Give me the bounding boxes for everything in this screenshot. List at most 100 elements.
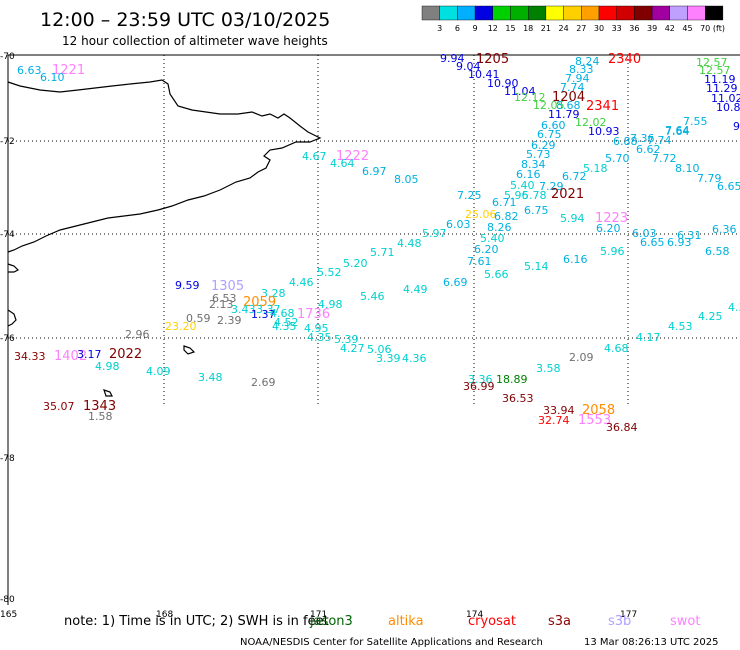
colorbar-label: 39	[647, 24, 657, 33]
wave-height-value: 8.68	[556, 99, 581, 112]
wave-height-value: 6.16	[516, 168, 541, 181]
pass-time-label: 1222	[336, 149, 369, 164]
wave-height-value: 9.59	[175, 279, 200, 292]
colorbar-label: 15	[505, 24, 515, 33]
wave-height-value: 11.02	[711, 92, 740, 105]
lat-label: -70	[0, 52, 15, 62]
pass-time-label: 2021	[551, 187, 584, 202]
wave-height-value: 3.39	[376, 352, 401, 365]
wave-height-value: 6.63	[17, 64, 42, 77]
colorbar-swatch	[687, 5, 706, 21]
lon-label: 165	[0, 610, 17, 620]
wave-height-value: 12.57	[699, 64, 731, 77]
wave-height-value: 5.20	[343, 257, 368, 270]
colorbar-swatch	[439, 5, 458, 21]
colorbar-swatch	[474, 5, 494, 21]
legend-s3a: s3a	[548, 614, 571, 629]
wave-height-value: 25.06	[465, 208, 497, 221]
colorbar-swatch	[669, 5, 688, 21]
wave-height-value: 4.64	[330, 157, 355, 170]
wave-height-value: 4.48	[397, 237, 422, 250]
lat-label: -72	[0, 137, 15, 147]
wave-height-value: 4.46	[289, 276, 314, 289]
wave-height-value: 5.46	[360, 290, 385, 303]
wave-height-value: 7.29	[539, 180, 564, 193]
wave-height-value: 4.68	[604, 342, 629, 355]
wave-height-value: 6.58	[705, 245, 730, 258]
wave-height-value: 6.65	[717, 180, 740, 193]
wave-height-value: 6.65	[640, 236, 665, 249]
wave-height-value: 5.40	[510, 179, 535, 192]
legend-altika: altika	[388, 614, 424, 629]
wave-height-value: 8.10	[675, 162, 700, 175]
wave-height-value: 4.49	[403, 283, 428, 296]
wave-height-value: 3.28	[261, 287, 286, 300]
wave-height-value: 6.31	[677, 229, 702, 242]
wave-height-value: 6.69	[443, 276, 468, 289]
wave-height-value: 5.70	[605, 152, 630, 165]
wave-height-value: 6.82	[494, 210, 519, 223]
colorbar-swatch	[421, 5, 440, 21]
wave-height-value: 6.20	[596, 222, 621, 235]
wave-height-value: 5.71	[370, 246, 395, 259]
lon-label: 174	[466, 610, 483, 620]
wave-height-value: 11.19	[704, 73, 736, 86]
colorbar-unit: (ft)	[713, 24, 725, 33]
wave-height-value: 7.74	[647, 134, 672, 147]
wave-height-value: 6.10	[40, 71, 65, 84]
wave-height-value: 4.09	[146, 365, 171, 378]
coastline	[7, 79, 322, 397]
wave-height-value: 2.96	[125, 328, 150, 341]
wave-height-value: 6.88	[613, 135, 638, 148]
wave-height-value: 10.90	[487, 77, 519, 90]
colorbar-swatch	[705, 5, 724, 21]
wave-height-value: 11.29	[706, 82, 738, 95]
wave-height-value: 12.57	[696, 56, 728, 69]
wave-height-value: 9	[733, 120, 740, 133]
wave-height-value: 2.13	[209, 298, 234, 311]
wave-height-value: 4.35	[272, 320, 297, 333]
wave-height-value: 6.03	[632, 227, 657, 240]
wave-height-value: 8.34	[521, 158, 546, 171]
colorbar-label: 12	[488, 24, 498, 33]
lat-label: -78	[0, 454, 15, 464]
colorbar-label: 70	[700, 24, 710, 33]
pass-time-label: 1204	[552, 90, 585, 105]
wave-height-value: 7.25	[457, 189, 482, 202]
lat-label: -80	[0, 595, 15, 605]
generated-timestamp: 13 Mar 08:26:13 UTC 2025	[584, 637, 719, 648]
wave-height-value: 6.75	[524, 204, 549, 217]
colorbar-swatch	[457, 5, 476, 21]
pass-time-label: 2059	[243, 295, 276, 310]
wave-height-value: 6.20	[474, 243, 499, 256]
wave-height-value: 12.02	[575, 116, 607, 129]
latitude-labels: -70 -72 -74 -76 -78 -80	[0, 52, 15, 605]
wave-height-value: 5.96	[600, 245, 625, 258]
wave-height-value: 8.33	[569, 63, 594, 76]
wave-height-value: 4.67	[302, 150, 327, 163]
wave-height-value: 4.98	[95, 360, 120, 373]
wave-height-value: 7.74	[560, 81, 585, 94]
wave-height-value: 3.37	[256, 303, 281, 316]
pass-time-label: 2340	[608, 52, 641, 67]
colorbar-label: 36	[629, 24, 639, 33]
wave-height-value: 7.94	[565, 72, 590, 85]
wave-height-value: 7.61	[467, 255, 492, 268]
colorbar-label: 45	[682, 24, 692, 33]
wave-height-value: 4.35	[307, 331, 332, 344]
colorbar-swatch	[651, 5, 670, 21]
colorbar-label: 21	[541, 24, 551, 33]
wave-height-value: 36.84	[606, 421, 638, 434]
wave-height-value: 4.3	[728, 301, 740, 314]
legend-jason3: jason3	[309, 614, 353, 629]
wave-height-value: 4.17	[636, 331, 661, 344]
wave-height-value: 6.75	[537, 128, 562, 141]
wave-height-value: 4.52	[274, 316, 299, 329]
wave-height-value: 5.96	[504, 189, 529, 202]
colorbar-swatch	[528, 5, 547, 21]
colorbar-label: 24	[559, 24, 569, 33]
wave-height-value: 32.74	[538, 414, 570, 427]
colorbar-swatch	[581, 5, 600, 21]
wave-height-value: 7.72	[652, 152, 677, 165]
